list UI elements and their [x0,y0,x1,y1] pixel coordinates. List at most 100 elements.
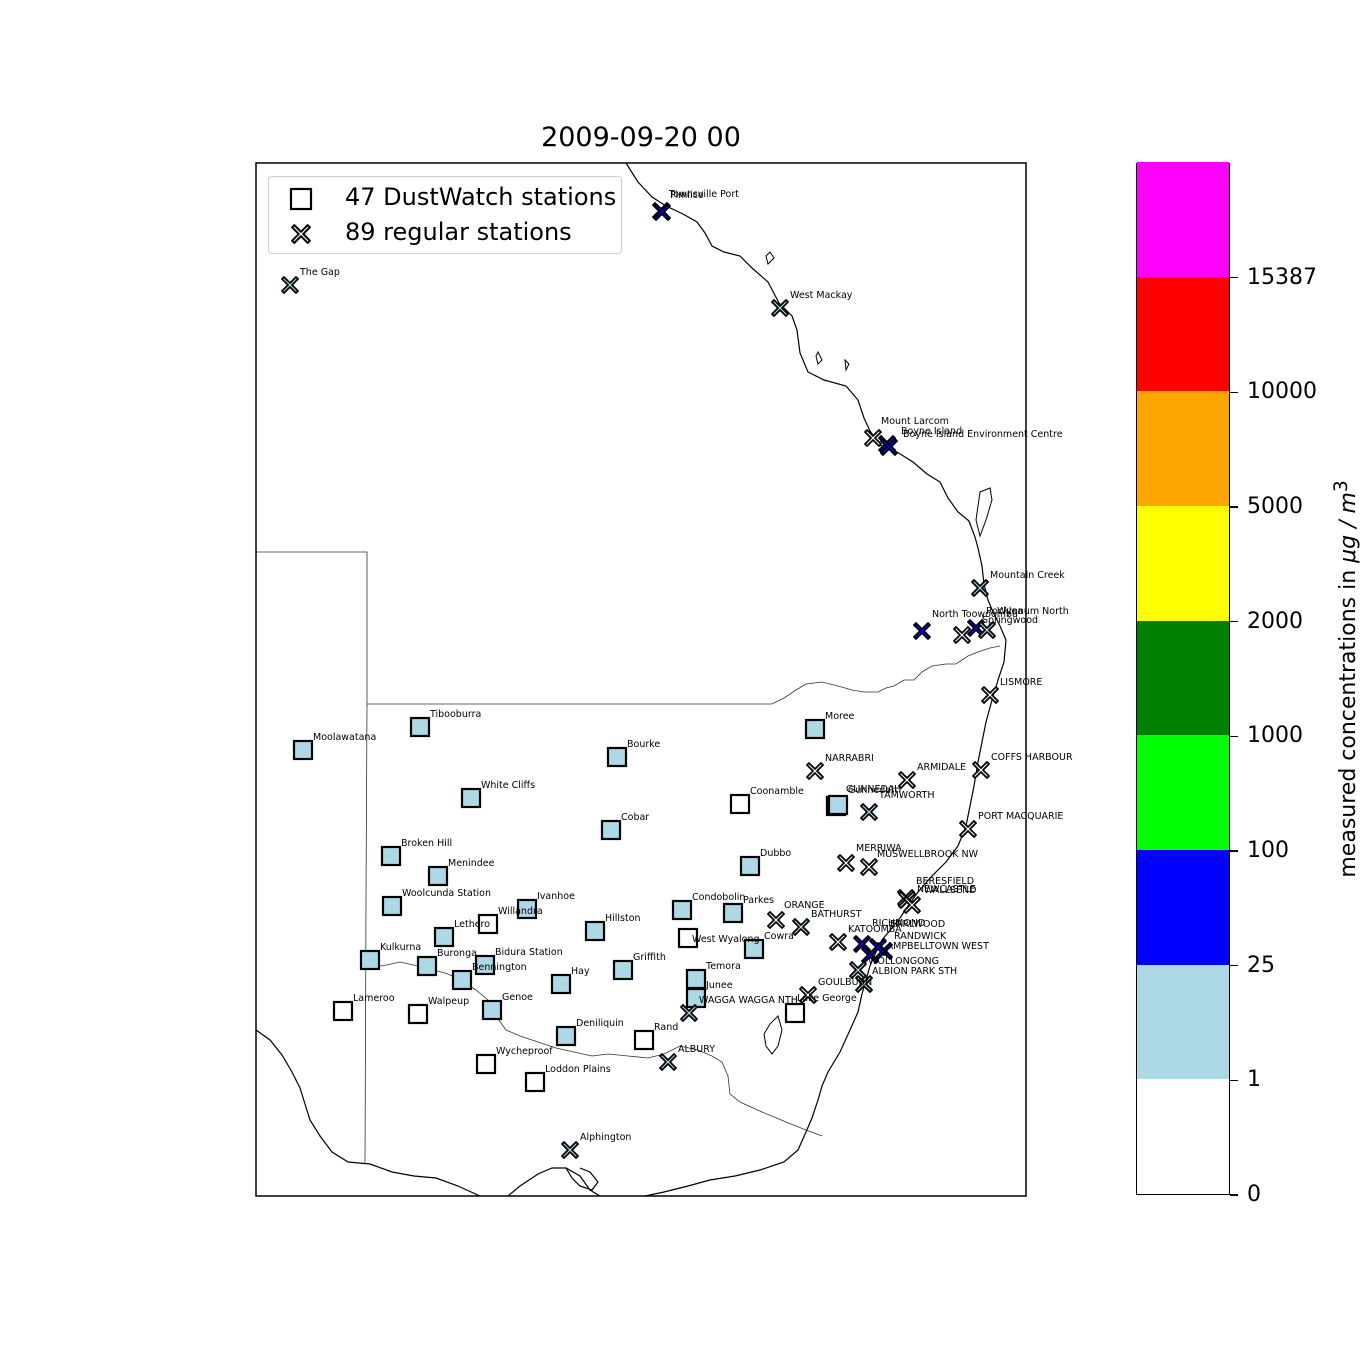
cross-marker[interactable] [953,626,971,644]
cross-marker[interactable] [767,911,785,929]
station-rand[interactable]: Rand [633,1022,678,1051]
station-cobar[interactable]: Cobar [600,812,649,841]
station-the-gap[interactable]: The Gap [281,267,340,294]
station-orange[interactable]: ORANGE [767,900,825,929]
square-marker[interactable] [633,1029,655,1051]
square-marker[interactable] [460,787,482,809]
square-marker[interactable] [474,954,496,976]
station-port-macquarie[interactable]: PORT MACQUARIE [959,811,1063,838]
station-albion-park-sth[interactable]: ALBION PARK STH [855,966,957,993]
square-marker[interactable] [743,938,765,960]
station-lameroo[interactable]: Lameroo [332,993,395,1022]
cross-marker[interactable] [860,803,878,821]
station-lake-george[interactable]: Lake George [784,993,857,1024]
station-wycheproof[interactable]: Wycheproof [475,1046,553,1075]
station-goulburn[interactable]: GOULBURN [799,977,872,1004]
station-beresfield[interactable]: BERESFIELD [897,876,974,907]
square-marker[interactable] [516,898,538,920]
square-marker[interactable] [477,913,499,935]
station-armidale[interactable]: ARMIDALE [898,762,966,789]
station-white-cliffs[interactable]: White Cliffs [460,780,535,809]
station-mountain-creek[interactable]: Mountain Creek [971,570,1065,597]
station-dubbo[interactable]: Dubbo [739,848,791,877]
station-gunnedah[interactable]: Gunnedah [827,785,897,816]
station-earlwood[interactable]: EARLWOOD [869,919,945,956]
station-hay[interactable]: Hay [550,966,590,995]
station-north-toowoomba[interactable]: North Toowoomba [913,609,1018,640]
cross-marker[interactable] [981,686,999,704]
station-lismore[interactable]: LISMORE [981,677,1042,704]
station-wollongong[interactable]: WOLLONGONG [849,956,939,979]
station-ivanhoe[interactable]: Ivanhoe [516,891,575,920]
square-marker[interactable] [332,1000,354,1022]
cross-marker[interactable] [898,771,916,789]
station-boyne-island[interactable]: Boyne Island [878,426,962,453]
cross-marker[interactable] [792,918,810,936]
square-marker[interactable] [524,1071,546,1093]
station-newcastle[interactable]: NEWCASTLE [898,884,976,909]
station-narrabri[interactable]: NARRABRI [806,753,874,780]
station-bourke[interactable]: Bourke [606,739,660,768]
square-marker[interactable] [671,899,693,921]
cross-marker[interactable] [829,933,847,951]
station-walpeup[interactable]: Walpeup [407,996,469,1025]
station-menindee[interactable]: Menindee [427,858,495,887]
station-woolcunda-station[interactable]: Woolcunda Station [381,888,491,917]
station-coonamble[interactable]: Coonamble [729,786,804,815]
station-west-wyalong[interactable]: West Wyalong [677,927,760,949]
square-marker[interactable] [722,902,744,924]
cross-marker[interactable] [972,761,990,779]
station-loddon-plains[interactable]: Loddon Plains [524,1064,611,1093]
cross-marker[interactable] [659,1053,677,1071]
cross-marker[interactable] [913,622,931,640]
station-springwood[interactable]: Springwood [953,615,1038,644]
cross-marker[interactable] [653,203,671,221]
square-marker[interactable] [827,794,849,816]
station-townsville-port[interactable]: Townsville Port [652,189,739,220]
station-parkes[interactable]: Parkes [722,895,774,924]
square-marker[interactable] [451,969,473,991]
station-merriwa[interactable]: MERRIWA [837,843,902,872]
station-wagga-wagga-nth[interactable]: WAGGA WAGGA NTH [680,995,798,1022]
station-hillston[interactable]: Hillston [584,913,641,942]
square-marker[interactable] [481,999,503,1021]
station-moree[interactable]: Moree [804,711,855,740]
square-marker[interactable] [475,1053,497,1075]
cross-marker[interactable] [561,1141,579,1159]
station-kulkurna[interactable]: Kulkurna [359,942,421,971]
station-tamworth[interactable]: TAMWORTH [860,790,935,821]
cross-marker[interactable] [959,820,977,838]
square-marker[interactable] [380,845,402,867]
square-marker[interactable] [600,819,622,841]
station-randwick[interactable]: RANDWICK [875,931,947,960]
station-lethero[interactable]: Lethero [433,919,490,948]
square-marker[interactable] [409,716,431,738]
square-marker[interactable] [427,865,449,887]
station-griffith[interactable]: Griffith [612,952,666,981]
station-deniliquin[interactable]: Deniliquin [555,1018,624,1047]
square-marker[interactable] [784,1002,806,1024]
station-west-mackay[interactable]: West Mackay [771,290,853,317]
square-marker[interactable] [555,1025,577,1047]
square-marker[interactable] [685,968,707,990]
cross-marker[interactable] [771,299,789,317]
station-bennington[interactable]: Bennington [451,962,527,991]
station-buronga[interactable]: Buronga [416,948,477,977]
square-marker[interactable] [407,1003,429,1025]
square-marker[interactable] [550,973,572,995]
cross-marker[interactable] [281,276,299,294]
station-wallsend[interactable]: WALLSEND [903,885,976,914]
station-pimlico[interactable]: Pimlico [653,190,704,221]
station-willandra[interactable]: Willandra [477,906,543,935]
square-marker[interactable] [584,920,606,942]
station-mount-larcom[interactable]: Mount Larcom [864,416,949,447]
square-marker[interactable] [292,739,314,761]
square-marker[interactable] [606,746,628,768]
square-marker[interactable] [612,959,634,981]
station-moolawatana[interactable]: Moolawatana [292,732,376,761]
station-albury[interactable]: ALBURY [659,1044,715,1071]
square-marker[interactable] [433,926,455,948]
square-marker[interactable] [729,793,751,815]
cross-marker[interactable] [806,762,824,780]
station-genoe[interactable]: Genoe [481,992,533,1021]
